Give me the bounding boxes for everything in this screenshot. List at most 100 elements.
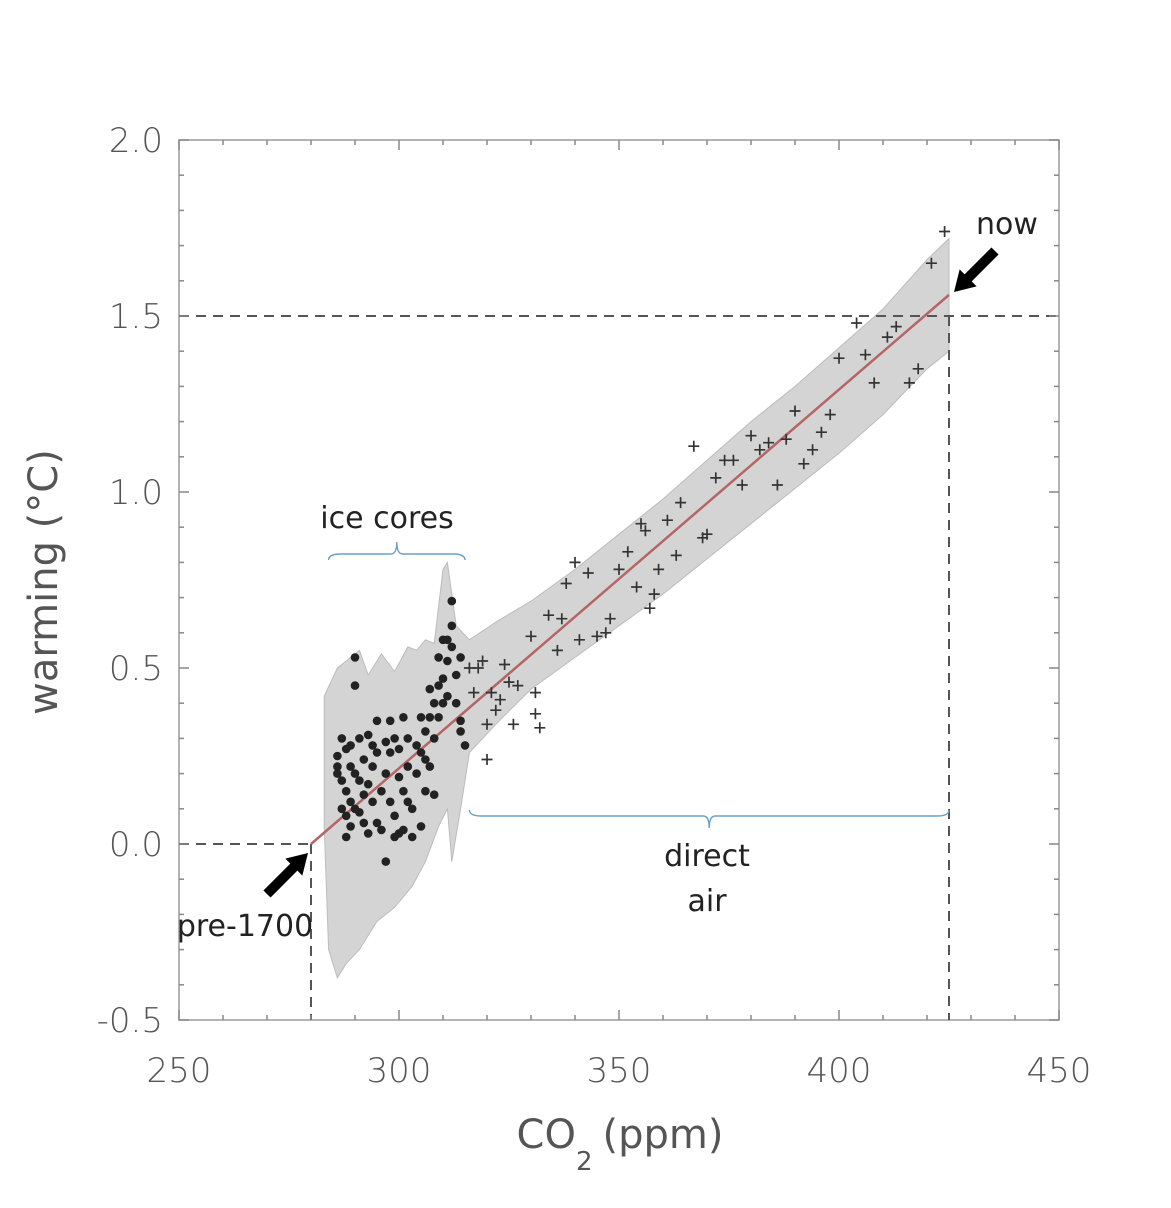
- direct-air-point: [551, 644, 563, 656]
- pre-1700-label: pre-1700: [177, 909, 313, 944]
- direct-air-brace: [468, 809, 950, 829]
- direct-air-point: [591, 630, 603, 642]
- direct-air-point: [736, 479, 748, 491]
- y-tick-label: 2.0: [109, 121, 163, 161]
- y-tick-label: 1.5: [109, 297, 163, 337]
- ice-core-point: [425, 762, 435, 771]
- fit-line-layer: [310, 293, 950, 845]
- ice-core-point: [337, 804, 347, 814]
- ice-core-point: [416, 822, 426, 831]
- ice-core-point: [337, 734, 347, 743]
- direct-air-point: [573, 634, 585, 646]
- direct-air-point: [644, 602, 656, 614]
- ice-core-point: [394, 772, 404, 782]
- ice-core-point: [421, 786, 430, 796]
- ice-core-point: [412, 741, 421, 750]
- ice-core-point: [372, 748, 382, 757]
- ice-core-point: [451, 698, 461, 708]
- x-axis-title-main: CO: [517, 1112, 576, 1158]
- ice-core-point: [403, 734, 413, 743]
- direct-air-point: [789, 405, 801, 417]
- ice-core-point: [350, 653, 360, 662]
- ice-core-point: [451, 670, 461, 680]
- x-tick-label: 250: [147, 1051, 212, 1091]
- ice-core-point: [333, 762, 342, 771]
- ice-core-point: [425, 684, 435, 694]
- ice-core-point: [385, 716, 395, 726]
- ice-core-point: [377, 786, 386, 796]
- ice-core-point: [363, 779, 373, 789]
- ice-core-point: [346, 741, 355, 750]
- direct-air-point: [903, 377, 915, 389]
- now-label: now: [976, 207, 1038, 242]
- ice-cores-brace: [327, 541, 466, 561]
- x-axis-title-unit: (ppm): [603, 1112, 724, 1158]
- uncertainty-band: [323, 237, 950, 979]
- ice-core-point: [333, 769, 342, 778]
- ice-core-point: [385, 748, 395, 757]
- ice-core-point: [407, 804, 417, 814]
- direct-air-point: [529, 687, 541, 699]
- direct-air-point: [688, 440, 700, 452]
- ice-core-point: [456, 653, 465, 662]
- direct-air-point: [763, 437, 775, 449]
- ice-core-point: [425, 713, 435, 722]
- direct-air-point: [859, 349, 871, 361]
- axis-ticks-layer: 250 300 350 400 450 -0.5 0.0 0.5 1.0 1.5 2.0: [97, 121, 1092, 1091]
- ice-core-point: [399, 713, 408, 722]
- reference-lines-layer: [179, 315, 1059, 1020]
- ice-core-point: [412, 769, 421, 778]
- ice-core-point: [438, 698, 448, 708]
- ice-core-point: [407, 832, 417, 842]
- x-axis-title-subscript: 2: [576, 1147, 593, 1177]
- direct-air-point: [701, 528, 713, 540]
- ice-core-point: [416, 748, 426, 757]
- direct-air-point: [881, 331, 893, 343]
- direct-air-point: [534, 722, 546, 734]
- direct-air-point: [635, 518, 647, 530]
- direct-air-point: [653, 563, 665, 575]
- ice-core-point: [385, 797, 395, 807]
- ice-core-points-layer: [333, 596, 470, 866]
- ice-core-point: [333, 751, 342, 761]
- direct-air-point: [675, 497, 687, 509]
- ice-core-point: [355, 808, 364, 817]
- ice-core-point: [434, 713, 443, 722]
- ice-core-point: [359, 755, 369, 764]
- direct-air-point: [648, 588, 660, 600]
- direct-air-point: [485, 687, 497, 699]
- ice-cores-label: ice cores: [320, 501, 453, 536]
- direct-air-point: [925, 257, 937, 269]
- direct-air-point: [499, 659, 511, 670]
- direct-air-point: [512, 680, 524, 692]
- direct-air-point: [529, 708, 541, 720]
- ice-core-point: [399, 786, 408, 796]
- direct-air-point: [503, 676, 515, 688]
- direct-air-point: [639, 525, 651, 537]
- ice-core-point: [429, 698, 439, 708]
- ice-core-point: [346, 762, 355, 771]
- ice-core-point: [429, 734, 439, 743]
- direct-air-point: [798, 458, 810, 470]
- direct-air-point: [710, 472, 722, 484]
- ice-core-point: [346, 797, 355, 807]
- ice-core-point: [394, 744, 404, 754]
- ice-core-point: [443, 656, 452, 666]
- x-axis-title: CO2 (ppm): [517, 1112, 724, 1177]
- ice-core-point: [447, 621, 457, 631]
- direct-air-point: [507, 718, 519, 730]
- y-tick-label: 1.0: [109, 473, 163, 513]
- x-tick-label: 450: [1027, 1051, 1092, 1091]
- ice-core-point: [359, 818, 369, 828]
- ice-core-point: [443, 691, 452, 701]
- direct-air-point: [754, 444, 766, 456]
- direct-air-label-line1: direct: [664, 839, 750, 874]
- x-tick-label: 350: [587, 1051, 652, 1091]
- direct-air-point: [600, 627, 612, 639]
- direct-air-point: [472, 662, 484, 674]
- direct-air-point: [661, 514, 673, 526]
- direct-air-point: [670, 549, 682, 561]
- fit-line: [310, 293, 950, 845]
- ice-core-point: [372, 818, 382, 828]
